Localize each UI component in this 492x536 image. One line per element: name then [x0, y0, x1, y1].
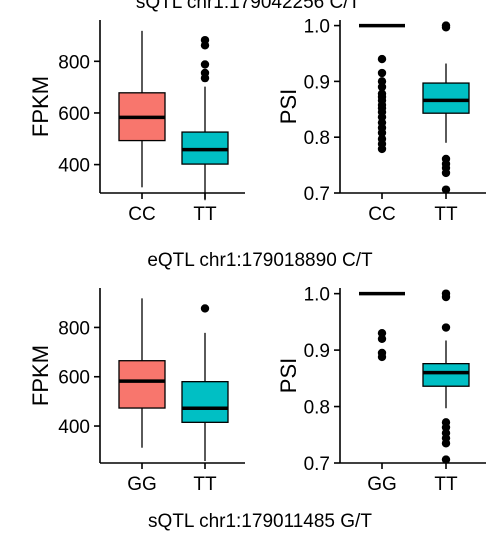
y-tick-label: 0.8 — [304, 398, 330, 419]
box-tt — [422, 289, 470, 464]
outlier-point — [377, 68, 387, 78]
outlier-point — [441, 185, 451, 194]
caption-bottom: sQTL chr1:179011485 G/T — [148, 511, 372, 532]
y-axis-title: FPKM — [28, 76, 53, 137]
outlier-point — [441, 23, 451, 32]
y-tick-label: 600 — [58, 368, 90, 389]
y-tick-label: 0.9 — [304, 341, 330, 362]
outlier-point — [200, 60, 210, 69]
x-tick-label: TT — [193, 204, 217, 225]
x-tick-label: TT — [434, 474, 458, 495]
box-cc — [359, 23, 405, 154]
box-tt — [181, 35, 229, 201]
box-body — [118, 360, 166, 409]
y-tick-label: 1.0 — [304, 17, 330, 38]
outlier-point — [441, 455, 451, 464]
outlier-point — [200, 35, 210, 45]
outlier-point — [200, 68, 210, 78]
y-tick-label: 0.9 — [304, 72, 330, 93]
outlier-point — [377, 334, 387, 344]
y-axis-title: PSI — [276, 358, 301, 393]
box-tt — [422, 21, 470, 194]
x-tick-label: TT — [193, 474, 217, 495]
box-body — [422, 362, 470, 387]
y-tick-label: 800 — [58, 52, 90, 73]
x-tick-label: GG — [127, 474, 157, 495]
caption-middle: eQTL chr1:179018890 C/T — [147, 250, 373, 271]
box-body — [181, 381, 229, 423]
box-tt — [181, 304, 229, 462]
box-gg — [118, 298, 166, 448]
x-tick-label: CC — [128, 204, 155, 225]
box-cc — [118, 30, 166, 188]
outlier-point — [377, 144, 387, 154]
box-gg — [359, 291, 405, 362]
y-axis-title: PSI — [276, 89, 301, 124]
x-tick-label: GG — [367, 474, 397, 495]
y-tick-label: 0.7 — [304, 184, 330, 205]
box-body — [422, 82, 470, 114]
y-tick-label: 400 — [58, 417, 90, 438]
panel-top-right: 0.7 0.8 0.9 1.0 PSI CC TT — [276, 17, 486, 225]
y-axis-title: FPKM — [28, 345, 53, 406]
y-tick-label: 1.0 — [304, 285, 330, 306]
y-tick-label: 600 — [58, 104, 90, 125]
outlier-point — [441, 168, 451, 178]
x-tick-label: CC — [368, 204, 395, 225]
x-tick-label: TT — [434, 204, 458, 225]
y-tick-label: 0.8 — [304, 128, 330, 149]
outlier-point — [377, 128, 387, 137]
y-tick-label: 400 — [58, 156, 90, 177]
outlier-point — [441, 292, 451, 302]
outlier-point — [441, 439, 451, 448]
y-tick-label: 800 — [58, 318, 90, 339]
outlier-point — [200, 304, 210, 313]
outlier-point — [441, 323, 451, 332]
panel-bottom-right: 0.7 0.8 0.9 1.0 PSI GG TT — [276, 285, 486, 495]
y-tick-label: 0.7 — [304, 454, 330, 475]
outlier-point — [377, 82, 387, 92]
caption-top: sQTL chr1:179042256 C/T — [136, 0, 361, 13]
outlier-point — [377, 352, 387, 362]
outlier-point — [377, 54, 387, 64]
